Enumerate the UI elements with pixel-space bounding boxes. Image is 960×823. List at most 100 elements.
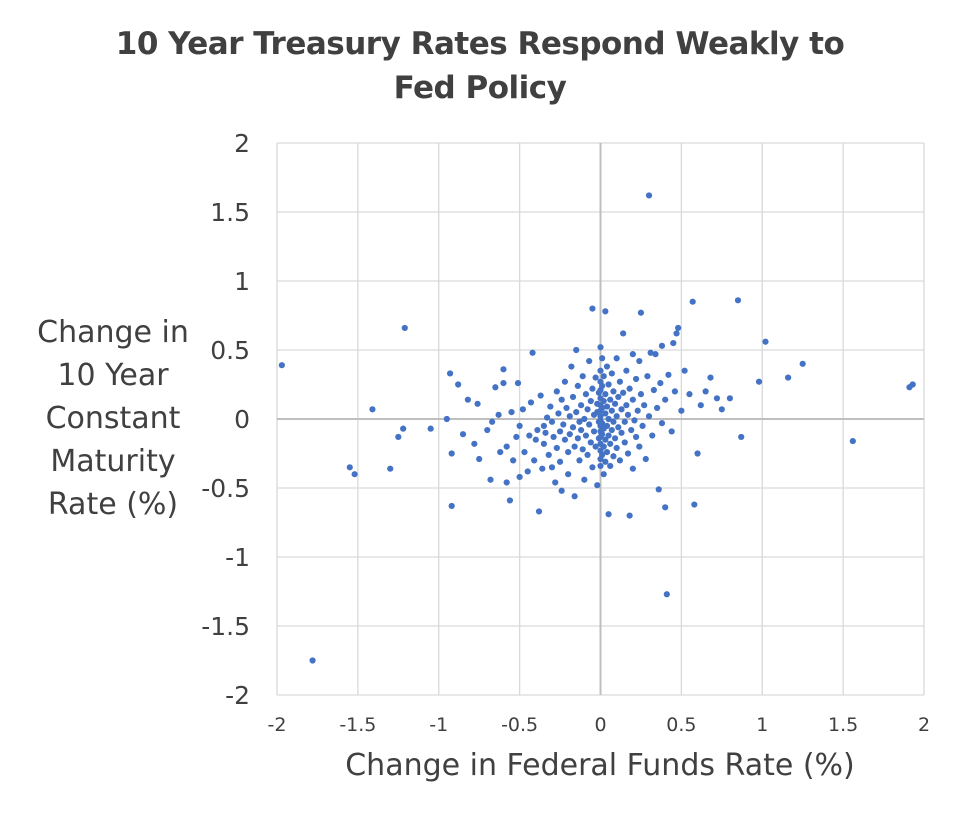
scatter-point — [603, 403, 611, 410]
scatter-point — [662, 396, 669, 403]
scatter-point — [579, 446, 586, 453]
scatter-point — [621, 439, 628, 446]
scatter-point — [401, 324, 408, 332]
scatter-point — [521, 449, 528, 456]
scatter-point — [599, 431, 606, 438]
scatter-point — [566, 413, 573, 420]
chart-title-line-1: 10 Year Treasury Rates Respond Weakly to — [115, 26, 845, 62]
scatter-point — [581, 476, 588, 483]
x-axis-label: Change in Federal Funds Rate (%) — [345, 748, 855, 783]
scatter-point — [621, 418, 628, 425]
scatter-point — [658, 420, 666, 427]
scatter-point — [571, 493, 578, 500]
scatter-point — [519, 406, 526, 413]
x-tick-label: 1.5 — [828, 714, 858, 736]
scatter-point — [556, 428, 564, 435]
scatter-point — [506, 497, 514, 504]
scatter-point — [738, 433, 745, 441]
scatter-point — [581, 415, 588, 423]
scatter-point — [579, 373, 586, 380]
scatter-point — [582, 432, 590, 439]
scatter-point — [649, 432, 656, 439]
scatter-point — [686, 391, 693, 398]
scatter-point — [605, 415, 612, 423]
scatter-point — [785, 374, 792, 381]
x-tick-label: -0.5 — [501, 714, 538, 736]
y-tick-label: -0.5 — [201, 474, 250, 503]
scatter-point — [632, 433, 640, 441]
scatter-point — [565, 471, 572, 478]
scatter-point — [571, 443, 578, 450]
scatter-point — [492, 384, 499, 391]
scatter-point — [599, 355, 606, 362]
scatter-point — [645, 192, 653, 199]
scatter-point — [626, 512, 633, 519]
scatter-point — [594, 482, 601, 489]
scatter-point — [542, 429, 549, 436]
scatter-point — [599, 404, 606, 412]
scatter-point — [351, 471, 358, 478]
chart-title-line-2: Fed Policy — [393, 70, 567, 106]
scatter-point — [589, 305, 596, 312]
y-tick-label: -1 — [225, 543, 250, 572]
scatter-point — [497, 449, 504, 456]
scatter-point — [645, 413, 653, 420]
scatter-point — [675, 324, 682, 332]
scatter-point — [634, 407, 641, 414]
scatter-point — [527, 399, 535, 406]
scatter-point — [448, 450, 455, 457]
scatter-point — [642, 455, 649, 463]
scatter-point — [673, 330, 680, 337]
scatter-point — [658, 342, 666, 349]
scatter-point — [500, 380, 507, 387]
scatter-point — [574, 435, 581, 442]
scatter-point — [464, 396, 471, 403]
scatter-point — [600, 471, 607, 478]
scatter-point — [603, 422, 611, 429]
scatter-point — [597, 462, 604, 470]
scatter-point — [584, 451, 591, 458]
scatter-point — [387, 465, 394, 472]
scatter-point — [616, 378, 624, 385]
scatter-point — [448, 502, 455, 510]
scatter-point — [636, 357, 643, 365]
scatter-point — [586, 357, 593, 365]
scatter-point — [592, 443, 599, 450]
scatter-point — [599, 382, 606, 389]
scatter-point — [569, 424, 577, 431]
scatter-point — [726, 395, 734, 402]
scatter-point — [563, 404, 570, 412]
scatter-point — [613, 413, 620, 420]
scatter-point — [605, 432, 612, 439]
scatter-point — [849, 437, 856, 445]
scatter-point — [603, 449, 611, 456]
x-tick-label: -1.5 — [339, 714, 376, 736]
scatter-point — [489, 418, 496, 425]
scatter-point — [576, 418, 583, 425]
scatter-point — [566, 431, 573, 438]
scatter-point — [613, 444, 620, 452]
scatter-point — [548, 418, 556, 425]
scatter-point — [487, 476, 494, 483]
scatter-point — [400, 425, 407, 432]
scatter-point — [516, 422, 523, 429]
scatter-point — [560, 421, 567, 428]
scatter-point — [650, 386, 657, 394]
scatter-point — [605, 381, 612, 388]
scatter-point — [657, 380, 664, 387]
scatter-point — [584, 406, 591, 413]
scatter-point — [607, 462, 614, 470]
scatter-point — [544, 414, 551, 421]
y-tick-label: 2 — [234, 129, 250, 158]
scatter-point — [589, 385, 596, 392]
scatter-point — [605, 511, 612, 518]
scatter-point — [611, 400, 619, 407]
x-tick-label: 2 — [918, 714, 930, 736]
scatter-point — [573, 409, 580, 416]
scatter-point — [508, 409, 515, 416]
y-tick-label: 1 — [234, 267, 250, 296]
scatter-point — [611, 435, 619, 442]
scatter-point — [443, 415, 450, 423]
scatter-point — [455, 381, 462, 388]
y-axis-label-line-4: Maturity — [50, 444, 176, 479]
